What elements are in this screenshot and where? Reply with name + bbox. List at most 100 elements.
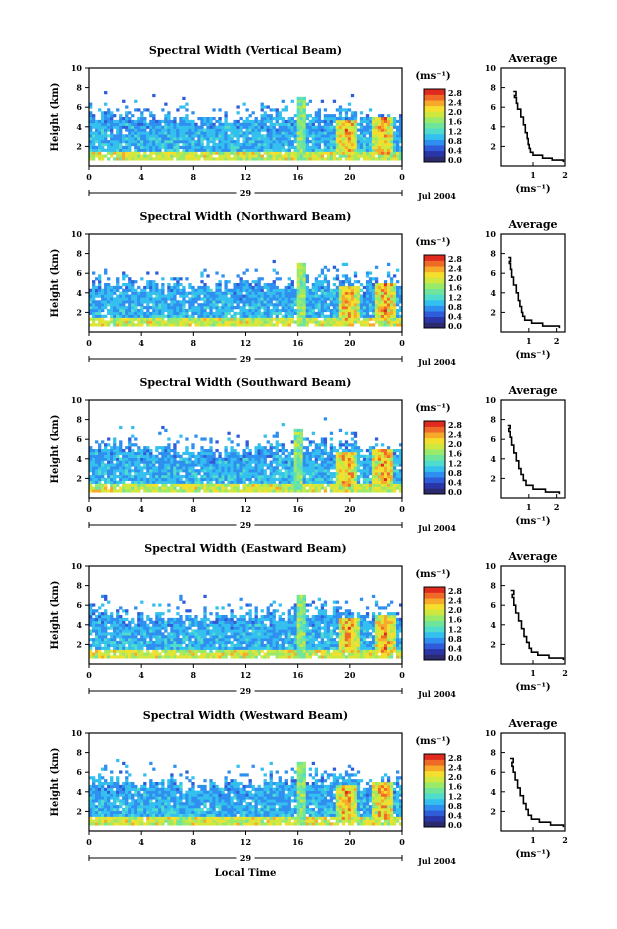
heatmap-cell [143,119,147,124]
heatmap-cell [134,306,138,310]
heatmap-cell [143,463,147,467]
heatmap-cell [107,128,111,132]
heatmap-cell [353,320,358,324]
heatmap-cell [305,102,309,106]
heatmap-cell [341,134,346,138]
heatmap-cell [110,308,114,313]
heatmap-cell [248,472,252,476]
heatmap-cell [233,157,237,161]
heatmap-cell [131,306,135,310]
heatmap-cell [263,477,267,481]
heatmap-cell [368,469,373,473]
heatmap-cell [161,486,165,490]
heatmap-cell [257,303,261,307]
heatmap-cell [302,451,306,456]
heatmap-cell [185,446,189,450]
heatmap-cell [164,428,168,432]
heatmap-cell [116,446,120,450]
heatmap-cell [209,457,213,461]
heatmap-cell [290,483,294,487]
heatmap-cell [365,131,370,135]
heatmap-cell [101,125,105,129]
y-tick-label: 2 [76,473,82,483]
profile-x-label: (ms⁻¹) [515,516,550,527]
heatmap-cell [293,454,297,458]
heatmap-cell [170,457,174,461]
heatmap-cell [248,477,252,481]
heatmap-cell [344,463,349,467]
heatmap-cell [215,457,219,461]
heatmap-cell [140,125,144,129]
heatmap-cell [365,140,370,144]
heatmap-cell [272,154,276,158]
heatmap-cell [371,125,376,129]
heatmap-cell [320,314,325,318]
y-tick-label: 6 [76,268,82,278]
heatmap-cell [368,140,373,144]
heatmap-cell [230,297,234,301]
heatmap-cell [281,483,285,487]
heatmap-cell [251,483,255,487]
heatmap-cell [233,451,237,456]
heatmap-cell [278,154,282,158]
heatmap-cell [266,323,270,327]
heatmap-cell [167,472,171,476]
heatmap-cell [284,303,288,307]
heatmap-cell [272,480,276,484]
heatmap-cell [344,440,349,444]
heatmap-cell [266,480,270,484]
heatmap-cell [359,483,364,487]
heatmap-cell [179,483,183,487]
heatmap-cell [167,463,171,467]
heatmap-cell [302,317,306,321]
heatmap-cell [233,294,237,298]
heatmap-cell [281,157,285,161]
heatmap-cell [89,486,93,490]
heatmap-cell [326,134,331,138]
heatmap-cell [272,148,276,152]
heatmap-cell [173,466,177,470]
heatmap-cell [278,449,282,453]
heatmap-cell [341,137,346,141]
heatmap-cell [119,314,123,318]
heatmap-cell [308,140,313,144]
heatmap-cell [389,320,394,324]
heatmap-cell [242,157,246,161]
heatmap-cell [359,288,364,292]
heatmap-cell [149,280,153,284]
heatmap-cell [362,142,367,147]
heatmap-cell [383,280,388,284]
heatmap-cell [230,300,234,304]
heatmap-cell [206,291,210,295]
heatmap-cell [248,122,252,126]
heatmap-cell [389,466,394,470]
heatmap-cell [377,114,382,118]
heatmap-cell [254,489,258,493]
heatmap-cell [236,320,240,324]
heatmap-cell [374,119,379,124]
heatmap-cell [356,297,361,301]
colorbar-swatch [424,305,445,312]
heatmap-cell [329,460,334,464]
heatmap-cell [341,125,346,129]
heatmap-cell [263,157,267,161]
heatmap-cell [338,311,343,315]
heatmap-cell [326,268,331,272]
x-tick-label: 0 [399,338,405,348]
heatmap-cell [347,480,352,484]
heatmap-cell [158,311,162,315]
heatmap-cell [209,306,213,310]
heatmap-cell [317,108,322,112]
heatmap-cell [332,311,337,315]
heatmap-cell [230,294,234,298]
heatmap-cell [347,288,352,292]
heatmap-cell [323,317,328,321]
heatmap-cell [275,111,279,115]
heatmap-cell [323,137,328,141]
heatmap-cell [149,477,153,481]
heatmap-cell [164,472,168,476]
heatmap-cell [296,300,300,304]
heatmap-cell [290,472,294,476]
heatmap-cell [398,134,403,138]
heatmap-cell [347,291,352,295]
